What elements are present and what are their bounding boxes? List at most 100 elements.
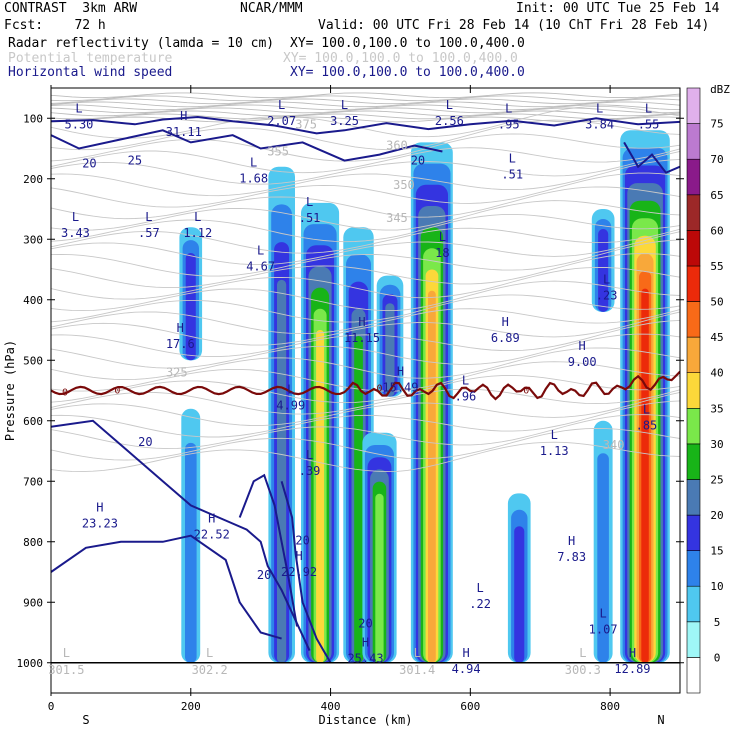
theta-contour-label: 350 (393, 178, 415, 192)
low-marker: L (145, 210, 152, 224)
valid-time: Valid: 00 UTC Fri 28 Feb 14 (10 ChT Fri … (318, 18, 710, 33)
wind-contour-label: 20 (295, 534, 309, 548)
y-tick-label: 100 (23, 112, 43, 125)
low-value: .55 (638, 117, 660, 131)
reflectivity-band (185, 253, 196, 361)
wind-speed-contour (623, 141, 680, 174)
colorbar-level-label: 20 (710, 509, 723, 522)
low-value: 5.30 (65, 117, 94, 131)
low-marker: L (250, 156, 257, 170)
low-value: .95 (498, 117, 520, 131)
theta-contour-label: 340 (603, 438, 625, 452)
x-tick-label: 400 (321, 700, 341, 713)
high-marker: H (568, 534, 575, 548)
plot-frame (50, 87, 681, 694)
freezing-level-label: 0 (62, 388, 68, 399)
colorbar-level-label: 45 (710, 331, 723, 344)
theta-contour-label: 302.2 (192, 663, 228, 677)
colorbar-level-label: 70 (710, 153, 723, 166)
colorbar-swatch (686, 87, 701, 124)
colorbar-level-label: 0 (714, 651, 721, 664)
colorbar-unit: dBZ (710, 83, 730, 96)
low-value: .23 (596, 288, 618, 302)
theta-contour (51, 213, 680, 243)
low-marker: L (446, 98, 453, 112)
theta-contour (51, 294, 680, 323)
colorbar-level-label: 10 (710, 580, 723, 593)
y-axis-label: Pressure (hPa) (3, 340, 17, 441)
theta-contour (51, 107, 680, 114)
colorbar-swatch (686, 372, 701, 409)
theta-contour (51, 253, 680, 289)
colorbar-level-label: 55 (710, 260, 723, 273)
high-marker: H (579, 339, 586, 353)
colorbar-swatch (686, 585, 701, 623)
theta-contour (51, 308, 680, 335)
low-marker: L (645, 101, 652, 115)
theta-contour (51, 133, 680, 162)
theta-contour (51, 347, 680, 381)
low-marker: L (551, 428, 558, 442)
y-tick-label: 600 (23, 415, 43, 428)
wind-contour-label: 20 (257, 568, 271, 582)
wind-speed-contour (51, 534, 282, 640)
low-marker: L (206, 646, 213, 660)
low-marker: L (341, 98, 348, 112)
freezing-level-contour (51, 370, 680, 401)
theta-contour (51, 104, 680, 111)
x-tick-label: 200 (181, 700, 201, 713)
reflectivity-band (597, 453, 609, 663)
theta-contour (51, 172, 680, 208)
high-marker: H (502, 315, 509, 329)
y-tick-label: 1000 (17, 657, 44, 670)
theta-contour (51, 388, 680, 415)
reflectivity-band (385, 303, 395, 397)
colorbar-level-label: 65 (710, 189, 723, 202)
low-marker: L (72, 210, 79, 224)
low-marker: L (63, 646, 70, 660)
high-value: 23.23 (82, 517, 118, 531)
forecast-hour: Fcst: 72 h (4, 18, 106, 33)
high-value: 4.94 (452, 662, 481, 676)
theta-contour (51, 391, 680, 427)
wind-speed-contour (51, 419, 311, 652)
low-value: 4.67 (246, 259, 275, 273)
theta-contour (51, 427, 680, 461)
high-value: 12.89 (614, 662, 650, 676)
theta-contour (51, 239, 680, 277)
high-marker: H (358, 315, 365, 329)
x-axis-label: Distance (km) (319, 713, 413, 727)
high-marker: H (295, 549, 302, 563)
field-2-name: Potential temperature (8, 51, 173, 66)
wind-speed-contour (238, 473, 298, 627)
reflectivity-band (375, 493, 384, 663)
low-value: 1.12 (183, 226, 212, 240)
theta-contour (51, 147, 680, 174)
colorbar-swatch (686, 407, 701, 445)
low-value: .39 (299, 464, 321, 478)
freezing-level-label: 0 (114, 385, 120, 396)
colorbar-level-label: 5 (714, 616, 721, 629)
field-3-name: Horizontal wind speed (8, 65, 173, 80)
reflectivity-band (428, 290, 436, 663)
low-marker: L (414, 646, 421, 660)
freezing-level-label: 0 (523, 385, 529, 396)
colorbar-swatch (686, 230, 701, 267)
y-tick-label: 400 (23, 294, 43, 307)
colorbar-swatch (686, 514, 701, 551)
theta-contour (51, 98, 680, 105)
field-1-name: Radar reflectivity (lamda = 10 cm) (8, 36, 275, 51)
colorbar-level-label: 15 (710, 545, 723, 558)
x-end-label-north: N (657, 713, 664, 727)
colorbar-level-label: 50 (710, 296, 723, 309)
low-marker: L (509, 151, 516, 165)
theta-contour (51, 374, 680, 404)
theta-contour (51, 333, 680, 369)
wind-contour-label: 20 (358, 616, 372, 630)
wind-speed-contour (51, 115, 680, 135)
high-marker: H (177, 321, 184, 335)
low-value: 1.68 (239, 172, 268, 186)
high-marker: H (208, 511, 215, 525)
wind-contour-label: 20 (82, 157, 96, 171)
